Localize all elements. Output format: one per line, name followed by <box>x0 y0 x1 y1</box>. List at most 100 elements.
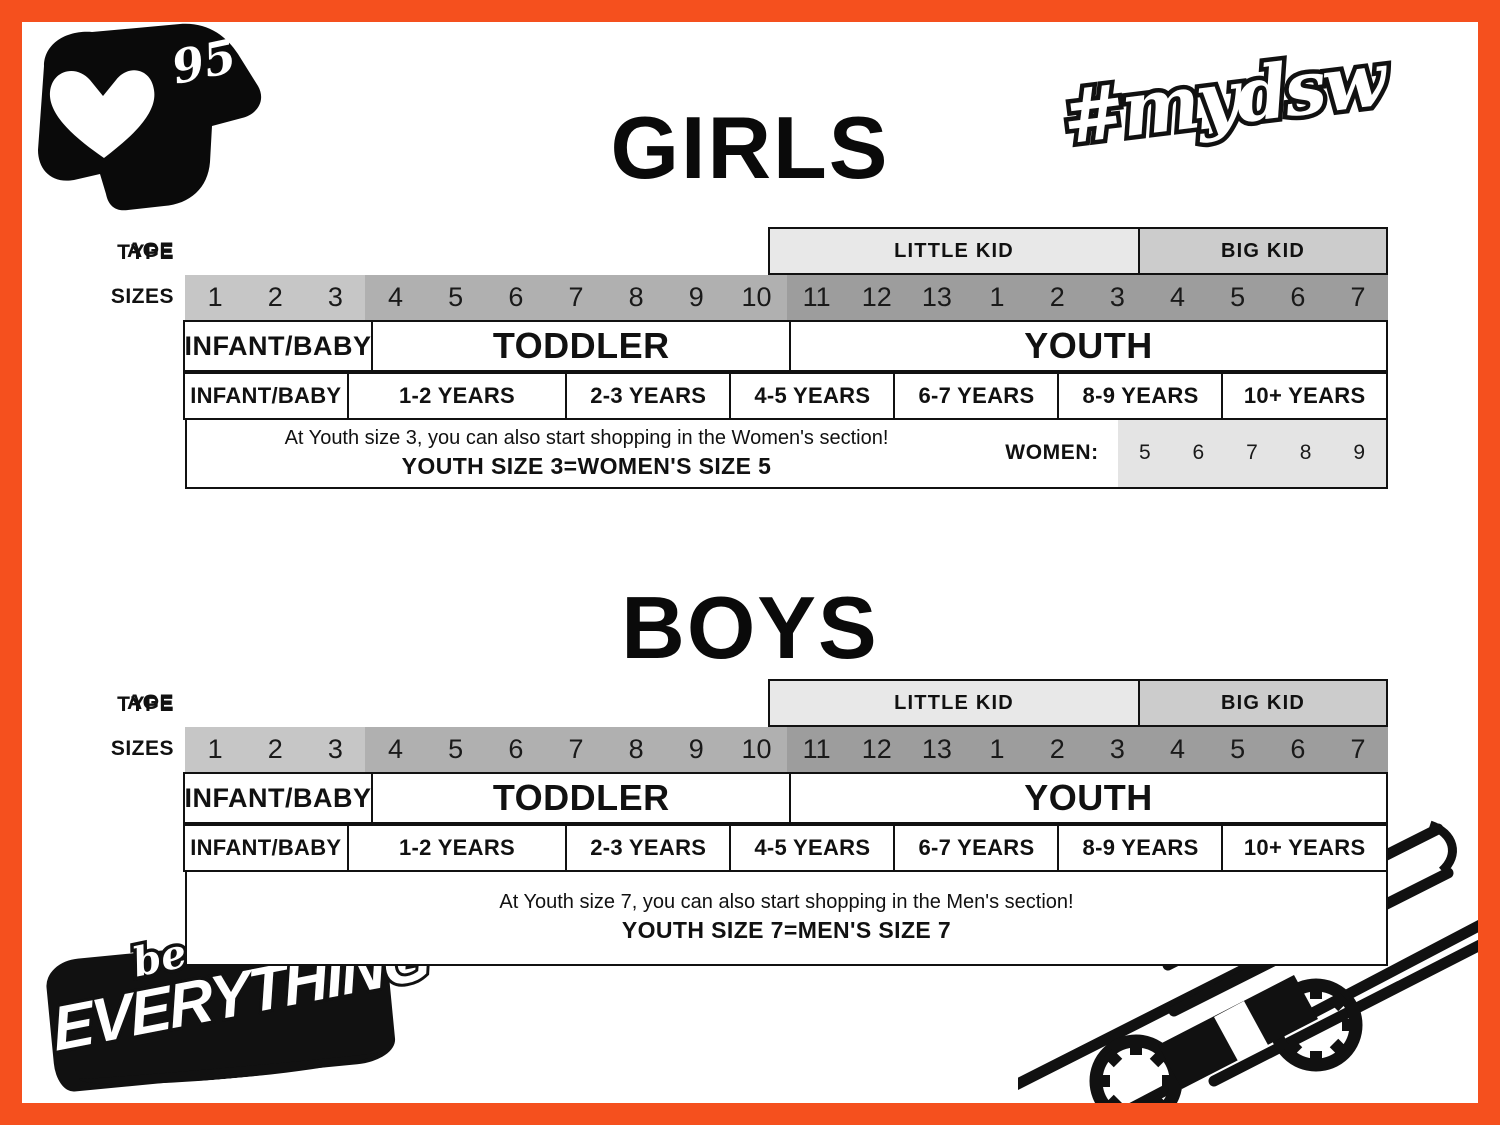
boys-age-cell: 1-2 YEARS <box>346 824 568 872</box>
size-cell: 6 <box>508 734 524 764</box>
boys-age-cell: 2-3 YEARS <box>564 824 732 872</box>
badge-count: 95 <box>167 29 241 95</box>
boys-type-cell: INFANT/BABY <box>182 772 374 824</box>
boys-type-cell: TODDLER <box>371 772 792 824</box>
size-cell: 6 <box>1290 734 1306 764</box>
boys-note-line2: YOUTH SIZE 7=MEN'S SIZE 7 <box>621 917 952 943</box>
boys-sizes-youth-segment: 11 12 13 1 2 3 4 5 6 7 <box>786 727 1388 772</box>
girls-type-label: TYPE <box>117 241 174 264</box>
size-cell: 3 <box>1109 282 1125 312</box>
boys-age-cell: 4-5 YEARS <box>729 824 896 872</box>
boys-note-row: At Youth size 7, you can also start shop… <box>185 869 1388 966</box>
boys-age-cell: 8-9 YEARS <box>1057 824 1224 872</box>
girls-age-cell: 8-9 YEARS <box>1057 372 1224 420</box>
size-cell: 8 <box>628 734 644 764</box>
girls-age-cell: 1-2 YEARS <box>346 372 568 420</box>
size-cell: 5 <box>1230 734 1246 764</box>
boys-age-label: AGE <box>126 691 174 714</box>
size-cell: 10 <box>741 282 772 312</box>
poster-inner-white-area: 95 #mydsw best of EVERYTHING <box>22 22 1478 1103</box>
boys-sizes-toddler-segment: 4 5 6 7 8 9 10 <box>365 727 787 772</box>
girls-sizes-infant-segment: 1 2 3 <box>185 275 366 320</box>
size-cell: 6 <box>1290 282 1306 312</box>
girls-age-row: AGE INFANT/BABY 1-2 YEARS 2-3 YEARS 4-5 … <box>127 239 1388 420</box>
size-cell: 9 <box>688 282 704 312</box>
boys-kid-band-row: LITTLE KID BIG KID <box>767 679 1388 727</box>
size-cell: 13 <box>921 282 952 312</box>
girls-age-cell: 10+ YEARS <box>1221 372 1388 420</box>
girls-sizes-label: SIZES <box>110 285 174 308</box>
girls-note-line1: At Youth size 3, you can also start shop… <box>284 426 889 449</box>
girls-age-cell: 2-3 YEARS <box>564 372 732 420</box>
size-cell: 13 <box>921 734 952 764</box>
women-label: WOMEN: <box>1005 441 1099 464</box>
girls-age-label: AGE <box>126 239 174 262</box>
size-cell: 2 <box>267 734 283 764</box>
page-title-girls: GIRLS <box>610 98 890 197</box>
page-title-boys: BOYS <box>621 578 879 677</box>
size-cell: 11 <box>802 734 831 764</box>
size-cell: 12 <box>861 734 892 764</box>
women-size-cell: 7 <box>1246 441 1258 464</box>
girls-type-cell: INFANT/BABY <box>182 320 374 372</box>
size-cell: 6 <box>508 282 524 312</box>
girls-note-text: At Youth size 3, you can also start shop… <box>187 420 986 487</box>
boys-age-cell: INFANT/BABY <box>182 824 350 872</box>
size-cell: 2 <box>1049 282 1065 312</box>
size-cell: 5 <box>448 734 464 764</box>
size-cell: 10 <box>741 734 772 764</box>
size-cell: 1 <box>989 734 1005 764</box>
boys-little-kid-header: LITTLE KID <box>767 679 1141 727</box>
size-cell: 2 <box>267 282 283 312</box>
girls-age-cell: 6-7 YEARS <box>893 372 1060 420</box>
girls-age-cell: 4-5 YEARS <box>729 372 896 420</box>
boys-sizes-label: SIZES <box>110 737 174 760</box>
boys-type-row: TYPE INFANT/BABY TODDLER YOUTH <box>117 693 1388 824</box>
heart-badge: 95 <box>30 22 266 222</box>
girls-type-row: TYPE INFANT/BABY TODDLER YOUTH <box>117 241 1388 372</box>
size-cell: 1 <box>207 734 223 764</box>
boys-type-cell: YOUTH <box>789 772 1388 824</box>
size-cell: 1 <box>207 282 223 312</box>
women-size-cell: 8 <box>1299 441 1312 464</box>
boys-sizes-infant-segment: 1 2 3 <box>185 727 366 772</box>
girls-age-cell: INFANT/BABY <box>182 372 350 420</box>
women-size-cell: 9 <box>1353 441 1366 464</box>
girls-sizes-toddler-segment: 4 5 6 7 8 9 10 <box>365 275 787 320</box>
size-cell: 3 <box>327 282 343 312</box>
size-cell: 1 <box>989 282 1005 312</box>
girls-note-row: At Youth size 3, you can also start shop… <box>185 417 1388 489</box>
women-size-cell: 6 <box>1192 441 1205 464</box>
size-cell: 5 <box>448 282 464 312</box>
boys-note-text: At Youth size 7, you can also start shop… <box>187 872 1386 964</box>
size-cell: 2 <box>1049 734 1065 764</box>
size-cell: 7 <box>1350 734 1366 764</box>
girls-sizes-youth-segment: 11 12 13 1 2 3 4 5 6 7 <box>786 275 1388 320</box>
girls-type-cell: YOUTH <box>789 320 1388 372</box>
women-sizes-band: 5 6 7 8 9 <box>1118 419 1386 487</box>
size-cell: 4 <box>388 282 404 312</box>
size-cell: 9 <box>688 734 704 764</box>
girls-type-cell: TODDLER <box>371 320 792 372</box>
boys-big-kid-header: BIG KID <box>1138 679 1388 727</box>
boys-note-line1: At Youth size 7, you can also start shop… <box>499 891 1074 913</box>
girls-little-kid-header: LITTLE KID <box>767 227 1141 275</box>
size-cell: 7 <box>568 282 584 312</box>
boys-age-cell: 10+ YEARS <box>1221 824 1388 872</box>
boys-age-row: AGE INFANT/BABY 1-2 YEARS 2-3 YEARS 4-5 … <box>127 691 1388 872</box>
size-cell: 4 <box>1170 734 1186 764</box>
boys-age-cell: 6-7 YEARS <box>893 824 1060 872</box>
size-cell: 8 <box>628 282 644 312</box>
size-cell: 7 <box>568 734 584 764</box>
size-cell: 3 <box>327 734 343 764</box>
size-cell: 4 <box>1170 282 1186 312</box>
size-cell: 11 <box>802 282 831 312</box>
cassette-tape-icon <box>982 781 1478 1103</box>
girls-note-line2: YOUTH SIZE 3=WOMEN'S SIZE 5 <box>401 452 772 479</box>
girls-kid-band-row: LITTLE KID BIG KID <box>767 227 1388 275</box>
size-cell: 12 <box>861 282 892 312</box>
